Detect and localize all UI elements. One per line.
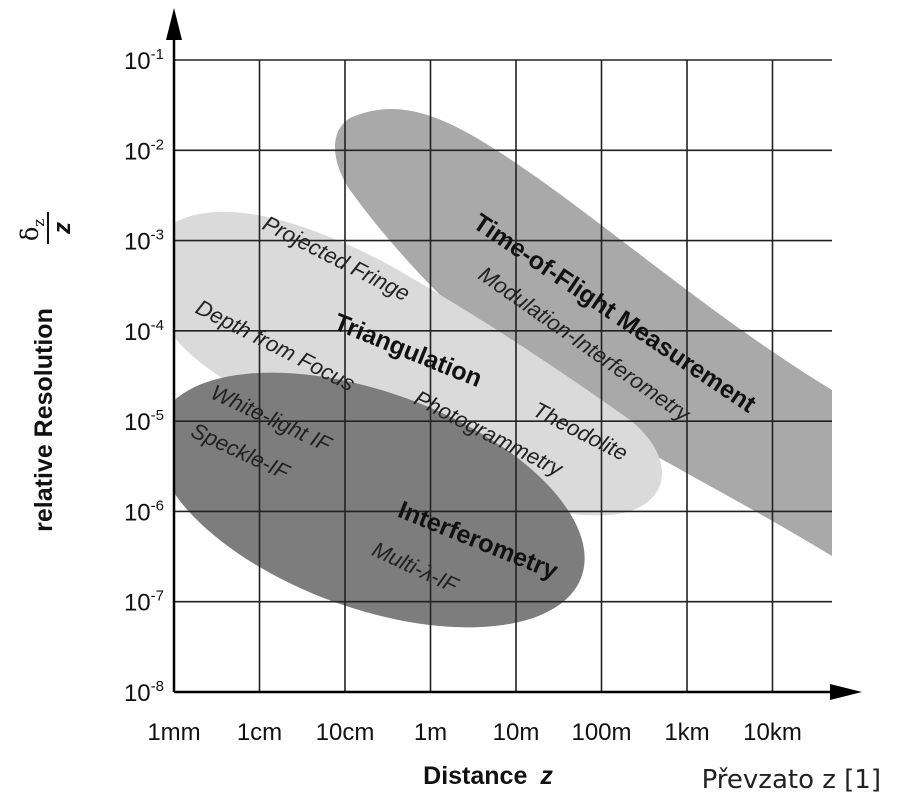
svg-text:δz: δz: [16, 219, 48, 241]
x-tick-label: 100m: [571, 719, 631, 746]
x-tick-label: 10km: [743, 719, 802, 746]
region-triangulation: [174, 211, 663, 516]
y-tick-label: 10-7: [124, 588, 164, 617]
y-tick-label: 10-3: [124, 227, 164, 256]
y-axis-title: relative Resolution: [30, 308, 58, 532]
y-tick-label: 10-6: [124, 497, 164, 526]
x-tick-label: 1mm: [147, 719, 200, 746]
y-tick-labels: 10-1 10-2 10-3 10-4 10-5 10-6 10-7 10-8: [124, 46, 164, 707]
x-tick-label: 10cm: [316, 719, 375, 746]
x-tick-labels: 1mm 1cm 10cm 1m 10m 100m 1km 10km: [147, 719, 802, 746]
source-credit: Převzato z [1]: [701, 765, 881, 795]
x-tick-label: 1m: [414, 719, 447, 746]
y-tick-label: 10-8: [124, 678, 164, 707]
grid: [174, 59, 832, 692]
svg-text:z: z: [49, 222, 76, 235]
region-time-of-flight: [335, 109, 832, 556]
x-tick-label: 10m: [493, 719, 540, 746]
y-axis-symbol: δz z: [16, 212, 76, 244]
y-tick-label: 10-5: [124, 407, 164, 436]
x-tick-label: 1km: [664, 719, 709, 746]
y-tick-label: 10-4: [124, 317, 164, 346]
region-interferometry: [174, 372, 585, 628]
y-tick-label: 10-1: [124, 46, 164, 75]
x-tick-label: 1cm: [237, 719, 282, 746]
x-axis-arrow: [830, 684, 862, 700]
x-axis-title: Distance z: [423, 762, 553, 790]
y-tick-label: 10-2: [124, 136, 164, 165]
y-axis-arrow: [166, 8, 182, 40]
